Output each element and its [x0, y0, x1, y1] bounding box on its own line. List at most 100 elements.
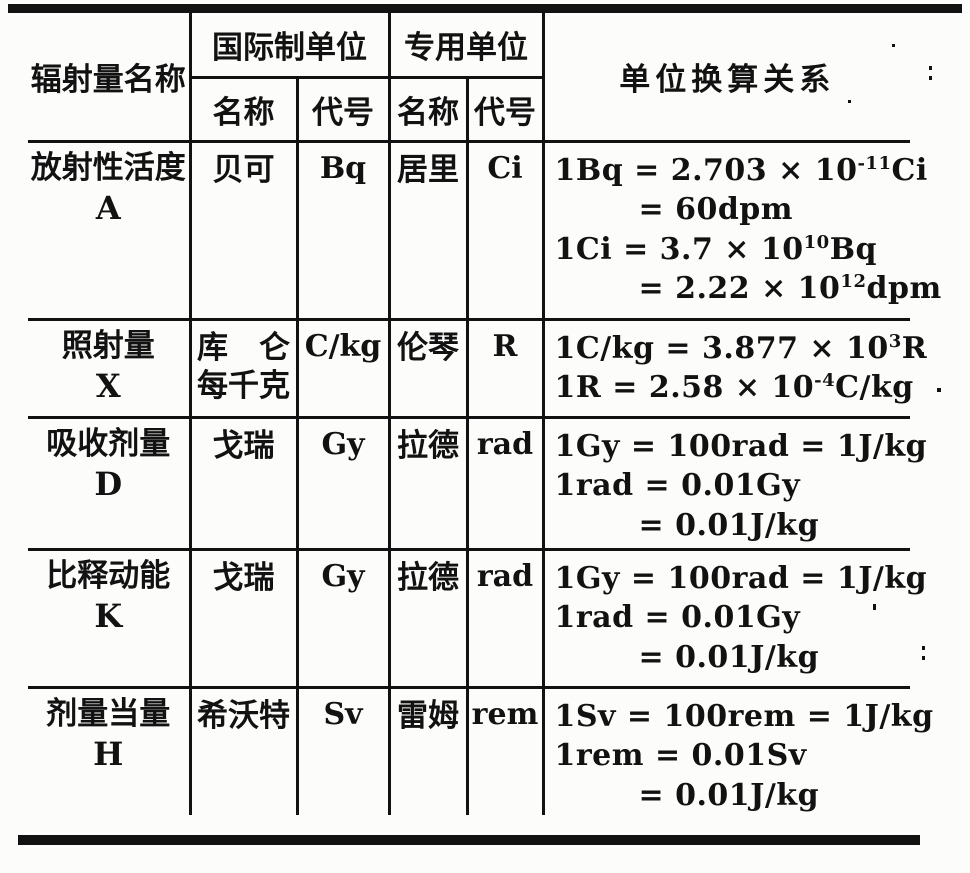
conversion-cell: 1Gy = 100rad = 1J/kg 1rad = 0.01Gy = 0.01J… [541, 549, 928, 689]
scan-speck [873, 604, 876, 610]
si-symbol-cell: Gy [295, 549, 389, 689]
quantity-letter: H [93, 735, 124, 774]
conversion-cell: 1Sv = 100rem = 1J/kg 1rem = 0.01Sv = 0.01J… [541, 687, 934, 816]
conversion-line: 1rad = 0.01Gy [554, 600, 801, 636]
conversion-line: = 0.01J/kg [638, 777, 820, 813]
table-row: 吸收剂量 D 戈瑞 Gy 拉德 rad 1Gy = 100rad = 1J/kg 1rad =… [28, 417, 928, 551]
conversion-cell: 1Bq = 2.703 × 10-11Ci = 60dpm 1Ci = 3.7 × … [541, 141, 942, 321]
table-body: 放射性活度 A 贝可 Bq 居里 Ci 1Bq = 2.703 × 10-11Ci = 60d… [28, 141, 942, 816]
si-name-cell: 库 仑每千克 [188, 319, 297, 419]
quantity-letter: A [95, 189, 121, 228]
table-row: 剂量当量 H 希沃特 Sv 雷姆 rem 1Sv = 100rem = 1J/kg 1rem … [28, 687, 934, 816]
si-name-cell: 戈瑞 [188, 549, 297, 689]
conversion-line: 1Ci = 3.7 × 1010Bq [554, 231, 878, 267]
si-symbol-cell: C/kg [295, 319, 389, 419]
quantity-name: 放射性活度 [30, 149, 186, 186]
conversion-line: 1Bq = 2.703 × 10-11Ci [554, 152, 928, 188]
conversion-cell: 1C/kg = 3.877 × 103R 1R = 2.58 × 10-4C/kg [541, 319, 928, 419]
si-name-line: 戈瑞 [212, 559, 275, 596]
si-name-cell: 贝可 [188, 141, 297, 321]
quantity-name: 照射量 [61, 327, 155, 364]
scan-speck [937, 388, 941, 392]
exponent: -4 [814, 370, 836, 392]
radiation-units-table: 辐射量名称 国际制单位 专用单位 单位换算关系 名称 代号 名称 代号 放射性活… [28, 13, 942, 816]
special-symbol-cell: Ci [465, 141, 543, 321]
quantity-cell: 放射性活度 A [28, 141, 190, 321]
quantity-cell: 照射量 X [28, 319, 190, 419]
conversion-line: 1R = 2.58 × 10-4C/kg [554, 370, 914, 406]
si-name-line: 贝可 [212, 151, 275, 188]
special-name-line: 雷姆 [397, 697, 459, 734]
table-bottom-rule [18, 835, 920, 845]
scan-speck [921, 352, 924, 356]
header-si-symbol: 代号 [295, 77, 389, 143]
scan-speck [929, 76, 932, 80]
special-name-cell: 居里 [387, 141, 467, 321]
scan-speck [922, 646, 925, 650]
scan-speck [929, 66, 932, 70]
special-name-line: 拉德 [397, 427, 459, 464]
si-symbol-cell: Gy [295, 417, 389, 551]
table-row: 放射性活度 A 贝可 Bq 居里 Ci 1Bq = 2.703 × 10-11Ci = 60d… [28, 141, 942, 321]
special-symbol-cell: R [465, 319, 543, 419]
conversion-line: 1Sv = 100rem = 1J/kg [554, 698, 934, 734]
quantity-letter: K [94, 597, 123, 636]
header-quantity: 辐射量名称 [28, 13, 190, 143]
quantity-name: 比释动能 [46, 557, 171, 594]
special-symbol-cell: rem [465, 687, 543, 816]
special-name-cell: 拉德 [387, 417, 467, 551]
si-name-line: 库 仑 [197, 329, 290, 366]
conversion-line: = 60dpm [638, 192, 794, 228]
si-name-cell: 戈瑞 [188, 417, 297, 551]
header-si-name: 名称 [188, 77, 297, 143]
conversion-line: 1rem = 0.01Sv [554, 738, 807, 774]
special-name-line: 居里 [397, 151, 459, 188]
quantity-letter: X [95, 367, 121, 406]
header-special-name: 名称 [387, 77, 467, 143]
special-name-cell: 伦琴 [387, 319, 467, 419]
si-name-line: 每千克 [197, 368, 290, 405]
table-row: 比释动能 K 戈瑞 Gy 拉德 rad 1Gy = 100rad = 1J/kg 1rad =… [28, 549, 928, 689]
conversion-line: 1Gy = 100rad = 1J/kg [554, 560, 928, 596]
si-name-line: 希沃特 [197, 697, 290, 734]
exponent: 10 [803, 231, 830, 253]
conversion-line: = 2.22 × 1012dpm [638, 271, 942, 307]
conversion-cell: 1Gy = 100rad = 1J/kg 1rad = 0.01Gy = 0.01J… [541, 417, 928, 551]
quantity-cell: 剂量当量 H [28, 687, 190, 815]
quantity-name: 剂量当量 [46, 695, 171, 732]
conversion-line: 1Gy = 100rad = 1J/kg [554, 428, 928, 464]
exponent: -11 [857, 152, 892, 174]
scan-speck [922, 656, 925, 660]
si-name-line: 戈瑞 [212, 427, 275, 464]
quantity-cell: 吸收剂量 D [28, 417, 190, 551]
table-header: 辐射量名称 国际制单位 专用单位 单位换算关系 名称 代号 名称 代号 [28, 13, 910, 143]
special-name-line: 拉德 [397, 559, 459, 596]
header-sub-row: 名称 代号 名称 代号 [28, 77, 910, 143]
conversion-line: = 0.01J/kg [638, 639, 820, 675]
special-name-cell: 拉德 [387, 549, 467, 689]
header-conversion: 单位换算关系 [541, 13, 910, 143]
table-row: 照射量 X 库 仑每千克 C/kg 伦琴 R 1C/kg = 3.877 × 103R 1R … [28, 319, 928, 419]
quantity-cell: 比释动能 K [28, 549, 190, 689]
special-symbol-cell: rad [465, 417, 543, 551]
header-special-symbol: 代号 [465, 77, 543, 143]
si-name-cell: 希沃特 [188, 687, 297, 816]
header-group-row: 辐射量名称 国际制单位 专用单位 单位换算关系 [28, 13, 910, 143]
quantity-name: 吸收剂量 [46, 425, 171, 462]
scan-speck [848, 100, 851, 103]
header-si-group: 国际制单位 [188, 13, 389, 79]
conversion-line: = 0.01J/kg [638, 507, 820, 543]
table-top-rule [8, 4, 962, 13]
exponent: 12 [840, 271, 867, 293]
special-name-line: 伦琴 [397, 329, 459, 366]
si-symbol-cell: Sv [295, 687, 389, 816]
quantity-letter: D [94, 465, 123, 504]
exponent: 3 [888, 330, 902, 352]
si-symbol-cell: Bq [295, 141, 389, 321]
conversion-line: 1rad = 0.01Gy [554, 468, 801, 504]
special-symbol-cell: rad [465, 549, 543, 689]
special-name-cell: 雷姆 [387, 687, 467, 816]
header-special-group: 专用单位 [387, 13, 543, 79]
conversion-line: 1C/kg = 3.877 × 103R [554, 330, 928, 366]
